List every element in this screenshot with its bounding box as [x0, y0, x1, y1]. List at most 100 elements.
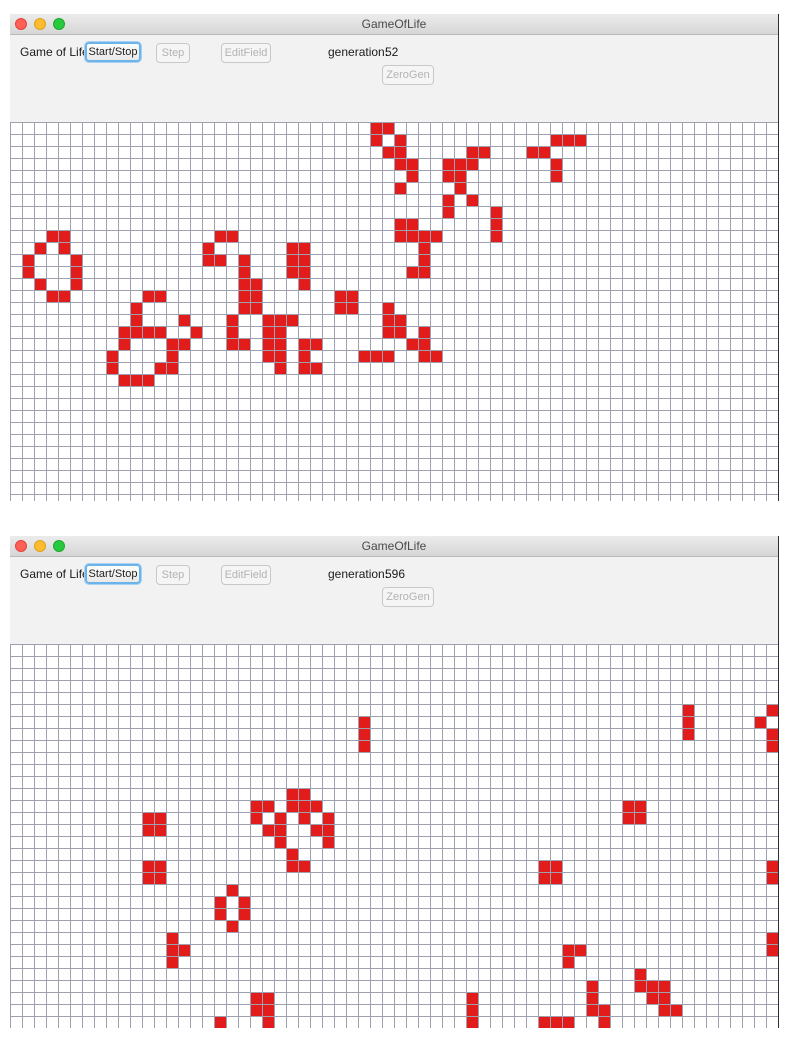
live-cell[interactable]	[395, 327, 406, 338]
live-cell[interactable]	[635, 981, 646, 992]
live-cell[interactable]	[287, 861, 298, 872]
live-cell[interactable]	[599, 1017, 610, 1028]
live-cell[interactable]	[155, 873, 166, 884]
live-cell[interactable]	[287, 315, 298, 326]
live-cell[interactable]	[167, 933, 178, 944]
live-cell[interactable]	[563, 957, 574, 968]
live-cell[interactable]	[395, 231, 406, 242]
live-cell[interactable]	[395, 219, 406, 230]
live-cell[interactable]	[239, 291, 250, 302]
live-cell[interactable]	[539, 861, 550, 872]
live-cell[interactable]	[299, 789, 310, 800]
live-cell[interactable]	[467, 1017, 478, 1028]
live-cell[interactable]	[395, 315, 406, 326]
close-window-icon[interactable]	[15, 540, 27, 552]
live-cell[interactable]	[443, 195, 454, 206]
live-cell[interactable]	[71, 267, 82, 278]
live-cell[interactable]	[587, 993, 598, 1004]
live-cell[interactable]	[383, 147, 394, 158]
live-cell[interactable]	[371, 123, 382, 134]
live-cell[interactable]	[359, 717, 370, 728]
live-cell[interactable]	[155, 363, 166, 374]
live-cell[interactable]	[119, 339, 130, 350]
live-cell[interactable]	[551, 135, 562, 146]
live-cell[interactable]	[143, 327, 154, 338]
cell-grid[interactable]	[10, 644, 778, 1028]
live-cell[interactable]	[347, 303, 358, 314]
live-cell[interactable]	[539, 147, 550, 158]
close-window-icon[interactable]	[15, 18, 27, 30]
live-cell[interactable]	[275, 315, 286, 326]
live-cell[interactable]	[203, 255, 214, 266]
live-cell[interactable]	[299, 813, 310, 824]
live-cell[interactable]	[239, 303, 250, 314]
live-cell[interactable]	[635, 813, 646, 824]
live-cell[interactable]	[395, 135, 406, 146]
live-cell[interactable]	[623, 813, 634, 824]
live-cell[interactable]	[59, 231, 70, 242]
live-cell[interactable]	[275, 327, 286, 338]
live-cell[interactable]	[455, 171, 466, 182]
live-cell[interactable]	[275, 363, 286, 374]
live-cell[interactable]	[551, 1017, 562, 1028]
live-cell[interactable]	[119, 375, 130, 386]
live-cell[interactable]	[407, 171, 418, 182]
live-cell[interactable]	[659, 1005, 670, 1016]
step-button[interactable]: Step	[156, 43, 190, 63]
minimize-window-icon[interactable]	[34, 18, 46, 30]
live-cell[interactable]	[227, 315, 238, 326]
live-cell[interactable]	[491, 219, 502, 230]
live-cell[interactable]	[671, 1005, 682, 1016]
live-cell[interactable]	[311, 363, 322, 374]
live-cell[interactable]	[299, 339, 310, 350]
live-cell[interactable]	[467, 159, 478, 170]
live-cell[interactable]	[215, 255, 226, 266]
live-cell[interactable]	[587, 1005, 598, 1016]
live-cell[interactable]	[275, 837, 286, 848]
live-cell[interactable]	[359, 741, 370, 752]
live-cell[interactable]	[371, 135, 382, 146]
live-cell[interactable]	[155, 825, 166, 836]
live-cell[interactable]	[767, 861, 778, 872]
live-cell[interactable]	[467, 195, 478, 206]
live-cell[interactable]	[263, 825, 274, 836]
live-cell[interactable]	[287, 801, 298, 812]
live-cell[interactable]	[287, 255, 298, 266]
live-cell[interactable]	[143, 873, 154, 884]
live-cell[interactable]	[635, 969, 646, 980]
live-cell[interactable]	[251, 801, 262, 812]
live-cell[interactable]	[407, 339, 418, 350]
live-cell[interactable]	[47, 291, 58, 302]
live-cell[interactable]	[179, 315, 190, 326]
live-cell[interactable]	[383, 123, 394, 134]
live-cell[interactable]	[155, 327, 166, 338]
zoom-window-icon[interactable]	[53, 18, 65, 30]
live-cell[interactable]	[167, 351, 178, 362]
live-cell[interactable]	[35, 243, 46, 254]
cell-grid[interactable]	[10, 122, 778, 501]
live-cell[interactable]	[419, 327, 430, 338]
live-cell[interactable]	[479, 147, 490, 158]
live-cell[interactable]	[539, 873, 550, 884]
live-cell[interactable]	[599, 1005, 610, 1016]
live-cell[interactable]	[263, 801, 274, 812]
live-cell[interactable]	[767, 873, 778, 884]
live-cell[interactable]	[491, 207, 502, 218]
live-cell[interactable]	[359, 351, 370, 362]
live-cell[interactable]	[155, 291, 166, 302]
live-cell[interactable]	[251, 993, 262, 1004]
live-cell[interactable]	[263, 1017, 274, 1028]
live-cell[interactable]	[407, 267, 418, 278]
live-cell[interactable]	[167, 339, 178, 350]
live-cell[interactable]	[23, 255, 34, 266]
live-cell[interactable]	[287, 789, 298, 800]
live-cell[interactable]	[323, 813, 334, 824]
live-cell[interactable]	[755, 717, 766, 728]
live-cell[interactable]	[287, 243, 298, 254]
live-cell[interactable]	[239, 255, 250, 266]
live-cell[interactable]	[215, 231, 226, 242]
live-cell[interactable]	[263, 327, 274, 338]
live-cell[interactable]	[275, 339, 286, 350]
live-cell[interactable]	[323, 837, 334, 848]
live-cell[interactable]	[263, 1005, 274, 1016]
